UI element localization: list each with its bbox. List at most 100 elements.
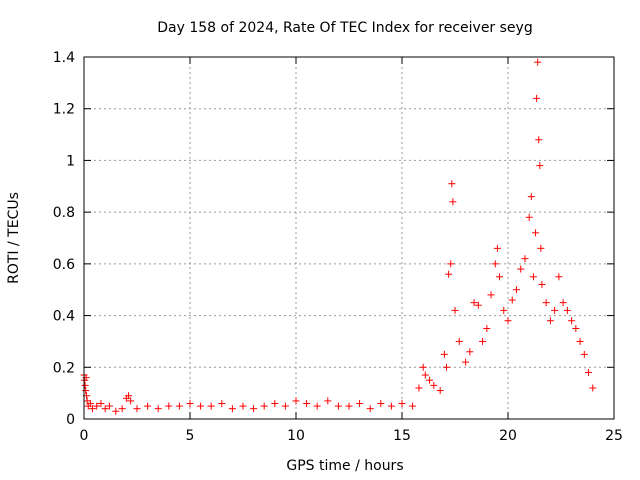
data-point xyxy=(356,399,364,407)
data-point xyxy=(487,291,495,299)
y-tick-label: 1.4 xyxy=(53,50,75,66)
data-point xyxy=(250,405,258,413)
data-point xyxy=(491,260,499,268)
data-point xyxy=(493,244,501,252)
data-point xyxy=(466,348,474,356)
data-point xyxy=(521,255,529,263)
data-point xyxy=(271,399,279,407)
data-point xyxy=(334,402,342,410)
data-point xyxy=(537,244,545,252)
x-tick-label: 15 xyxy=(393,428,411,444)
data-point xyxy=(398,399,406,407)
x-tick-label: 0 xyxy=(80,428,89,444)
y-axis-ticks: 0 0.2 0.4 0.6 0.8 1 1.2 1.4 xyxy=(53,50,614,428)
data-point xyxy=(292,397,300,405)
data-point xyxy=(88,405,96,413)
data-point xyxy=(426,376,434,384)
data-point xyxy=(504,317,512,325)
x-tick-label: 20 xyxy=(499,428,517,444)
x-axis-ticks: 0 5 10 15 20 25 xyxy=(80,57,623,444)
data-point xyxy=(443,363,451,371)
data-point xyxy=(86,399,94,407)
data-point xyxy=(93,402,101,410)
data-point xyxy=(260,402,268,410)
data-point xyxy=(218,399,226,407)
data-point xyxy=(500,306,508,314)
data-point xyxy=(186,399,194,407)
data-point xyxy=(239,402,247,410)
grid-lines xyxy=(84,57,614,419)
data-point xyxy=(281,402,289,410)
data-point xyxy=(534,58,542,66)
data-point xyxy=(175,402,183,410)
data-point xyxy=(387,402,395,410)
data-point xyxy=(448,180,456,188)
data-point xyxy=(542,299,550,307)
y-tick-label: 0.8 xyxy=(53,205,75,221)
data-point xyxy=(81,381,89,389)
data-point xyxy=(462,358,470,366)
data-point xyxy=(82,387,90,395)
data-point xyxy=(144,402,152,410)
data-point xyxy=(419,363,427,371)
data-point xyxy=(455,337,463,345)
data-point xyxy=(377,399,385,407)
x-tick-label: 10 xyxy=(287,428,305,444)
data-point xyxy=(313,402,321,410)
data-point xyxy=(445,270,453,278)
x-tick-label: 5 xyxy=(186,428,195,444)
data-point xyxy=(546,317,554,325)
x-axis-title: GPS time / hours xyxy=(286,458,403,474)
data-point xyxy=(555,273,563,281)
data-point xyxy=(207,402,215,410)
data-point xyxy=(483,325,491,332)
y-tick-label: 0.2 xyxy=(53,360,75,376)
data-point xyxy=(345,402,353,410)
data-point xyxy=(496,273,504,281)
data-point xyxy=(118,405,126,413)
y-tick-label: 1.2 xyxy=(53,102,75,118)
data-point xyxy=(415,384,423,392)
data-point xyxy=(409,402,417,410)
data-point xyxy=(538,281,546,289)
data-point xyxy=(165,402,173,410)
data-point xyxy=(517,265,525,273)
data-point xyxy=(449,198,457,206)
data-point xyxy=(580,350,588,358)
data-point xyxy=(512,286,520,294)
y-tick-label: 0.4 xyxy=(53,309,75,325)
data-point xyxy=(533,94,541,102)
data-point xyxy=(576,337,584,345)
data-point xyxy=(436,387,444,395)
data-point xyxy=(536,162,544,170)
y-tick-label: 0.6 xyxy=(53,257,75,273)
chart-title: Day 158 of 2024, Rate Of TEC Index for r… xyxy=(157,20,532,36)
data-point xyxy=(366,405,374,413)
data-point xyxy=(127,397,135,405)
data-point xyxy=(447,260,455,268)
data-point xyxy=(324,397,332,405)
data-point xyxy=(525,213,533,221)
data-point xyxy=(125,392,133,400)
data-point xyxy=(303,399,311,407)
data-point xyxy=(551,306,559,314)
data-point xyxy=(527,193,535,201)
data-point xyxy=(568,317,576,325)
data-point xyxy=(572,325,580,332)
data-point xyxy=(563,306,571,314)
data-point xyxy=(133,405,141,413)
data-point xyxy=(112,407,120,415)
data-point xyxy=(197,402,205,410)
data-point xyxy=(440,350,448,358)
data-point xyxy=(421,371,429,379)
data-point xyxy=(589,384,597,392)
data-points xyxy=(80,58,597,415)
y-tick-label: 1 xyxy=(66,153,75,169)
data-point xyxy=(559,299,567,307)
data-point xyxy=(430,381,438,389)
x-tick-label: 25 xyxy=(605,428,623,444)
data-point xyxy=(508,296,516,304)
y-axis-title: ROTI / TECUs xyxy=(6,192,22,284)
data-point xyxy=(105,402,113,410)
data-point xyxy=(474,301,482,309)
